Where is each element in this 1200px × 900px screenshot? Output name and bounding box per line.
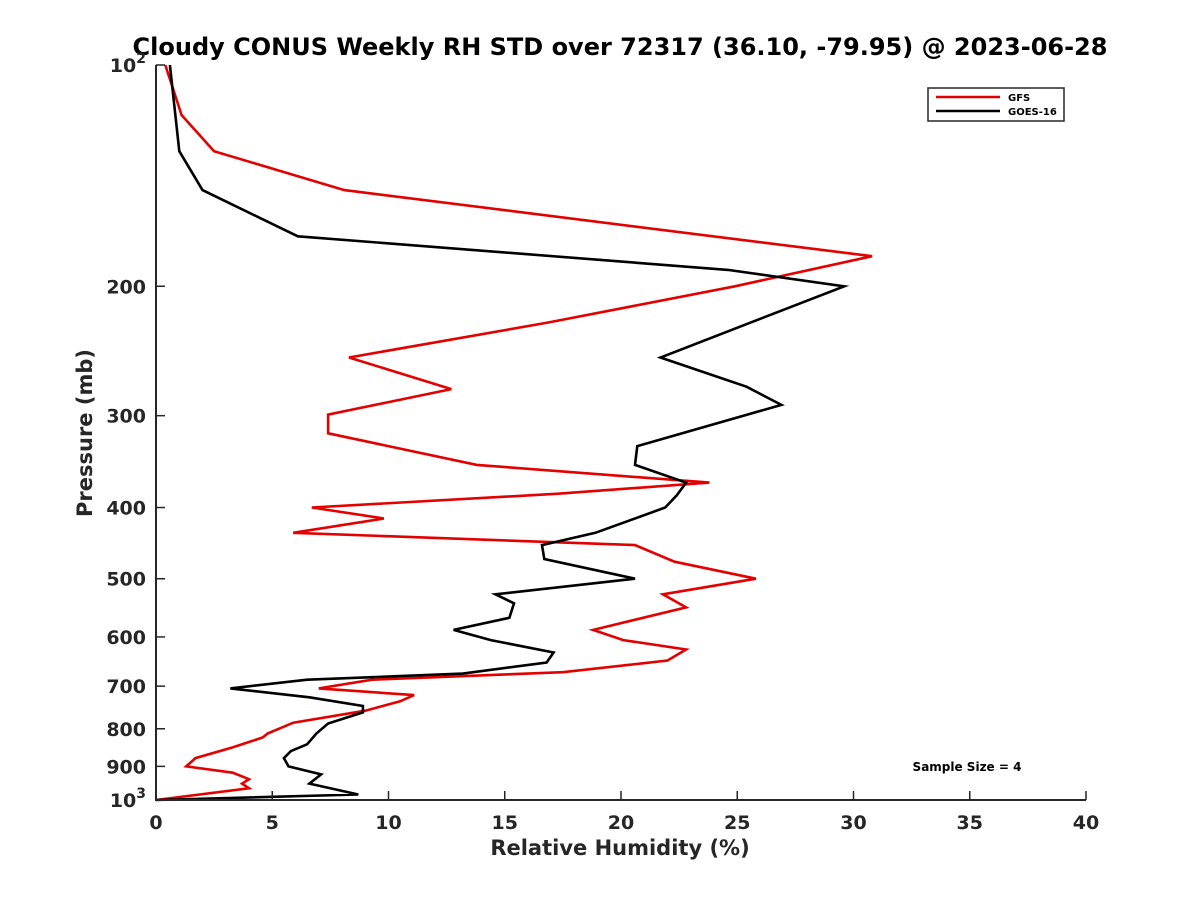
x-tick-label: 40 (1073, 812, 1099, 834)
y-tick-label: 103 (110, 786, 146, 812)
x-axis-ticks: 0 5 10 15 20 25 30 35 40 (149, 791, 1099, 834)
legend-label: GFS (1008, 93, 1030, 104)
series-line-gfs (155, 64, 873, 802)
y-tick-label: 200 (106, 276, 146, 298)
x-tick-label: 35 (957, 812, 983, 834)
y-tick-label: 300 (106, 406, 146, 428)
x-tick-label: 5 (266, 812, 279, 834)
sample-size-annotation: Sample Size = 4 (913, 760, 1022, 774)
chart-title: Cloudy CONUS Weekly RH STD over 72317 (3… (133, 33, 1108, 61)
legend: GFS GOES-16 (927, 87, 1065, 122)
x-tick-label: 10 (375, 812, 401, 834)
y-tick-label: 900 (106, 756, 146, 778)
x-tick-label: 15 (492, 812, 518, 834)
y-tick-label: 800 (106, 719, 146, 741)
y-tick-label: 400 (106, 498, 146, 520)
y-tick-label: 102 (110, 51, 146, 77)
x-tick-label: 25 (724, 812, 750, 834)
plot-series (155, 64, 873, 802)
y-axis-label: Pressure (mb) (73, 349, 97, 517)
y-axis-ticks: 102 200 300 400 500 600 700 800 900 103 (106, 51, 165, 812)
y-tick-label: 500 (106, 569, 146, 591)
y-tick-label: 600 (106, 627, 146, 649)
x-axis-label: Relative Humidity (%) (490, 836, 749, 860)
legend-label: GOES-16 (1008, 107, 1057, 118)
y-tick-label: 700 (106, 676, 146, 698)
x-tick-label: 20 (608, 812, 634, 834)
series-line-goes-16 (155, 64, 850, 802)
legend-box (927, 87, 1065, 122)
x-tick-label: 0 (149, 812, 162, 834)
x-tick-label: 30 (840, 812, 866, 834)
